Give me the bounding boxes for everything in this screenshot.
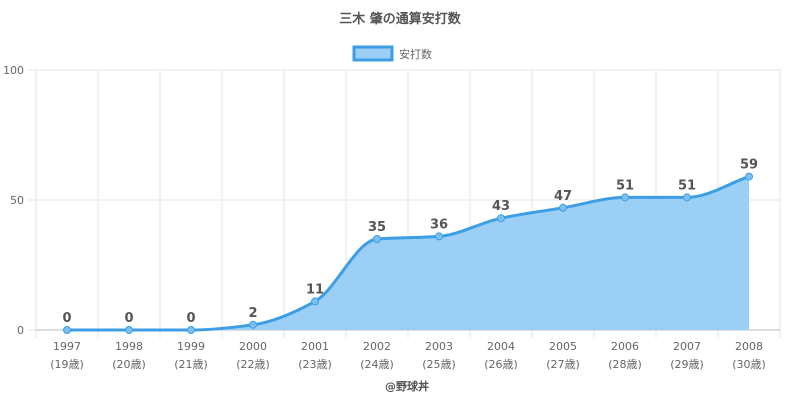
data-point[interactable] (125, 326, 133, 334)
data-label: 11 (306, 282, 324, 297)
x-tick-label: 1997 (53, 340, 81, 353)
data-point[interactable] (187, 326, 195, 334)
x-tick-age-label: (26歳) (484, 358, 518, 371)
legend-label: 安打数 (399, 47, 432, 61)
x-tick-age-label: (24歳) (360, 358, 394, 371)
data-label: 35 (368, 220, 386, 235)
x-tick-label: 2007 (673, 340, 701, 353)
legend[interactable]: 安打数 (352, 45, 432, 62)
data-point[interactable] (745, 172, 753, 181)
x-tick-label: 2005 (549, 340, 577, 353)
y-tick-label: 0 (17, 324, 24, 337)
data-label: 59 (740, 158, 758, 173)
data-label: 0 (62, 311, 71, 326)
data-label: 47 (554, 189, 572, 204)
data-label: 36 (430, 217, 448, 232)
x-tick-age-label: (25歳) (422, 358, 456, 371)
y-tick-label: 100 (3, 64, 24, 77)
data-point[interactable] (559, 203, 567, 212)
x-tick-age-label: (29歳) (670, 358, 704, 371)
data-point[interactable] (311, 297, 319, 306)
x-tick-age-label: (22歳) (236, 358, 270, 371)
series-layer (63, 172, 753, 334)
x-tick-label: 2001 (301, 340, 329, 353)
chart-title: 三木 肇の通算安打数 (339, 11, 462, 27)
x-tick-label: 2002 (363, 340, 391, 353)
series-area (67, 176, 749, 330)
x-tick-label: 1998 (115, 340, 143, 353)
credit-text: @野球丼 (385, 379, 429, 393)
data-point[interactable] (683, 193, 691, 202)
data-point[interactable] (435, 232, 443, 241)
x-tick-age-label: (30歳) (732, 358, 766, 371)
data-point[interactable] (373, 235, 381, 243)
data-point[interactable] (621, 193, 629, 202)
y-tick-label: 50 (10, 194, 24, 207)
x-axis: 1997 (19歳) 1998 (20歳) 1999 (21歳) 2000 (22歳) 2001… (50, 340, 766, 371)
x-tick-age-label: (20歳) (112, 358, 146, 371)
data-point[interactable] (497, 214, 505, 223)
data-label: 51 (678, 178, 696, 193)
x-tick-age-label: (27歳) (546, 358, 580, 371)
data-label: 51 (616, 178, 634, 193)
x-tick-age-label: (28歳) (608, 358, 642, 371)
x-tick-label: 2008 (735, 340, 763, 353)
data-label: 43 (492, 199, 510, 214)
x-tick-age-label: (19歳) (50, 358, 84, 371)
data-label: 0 (186, 311, 195, 326)
data-labels: 0 0 0 2 11 35 36 43 47 51 51 59 (62, 158, 758, 326)
x-tick-label: 1999 (177, 340, 205, 353)
x-tick-label: 2000 (239, 340, 267, 353)
x-tick-age-label: (23歳) (298, 358, 332, 371)
x-tick-label: 2003 (425, 340, 453, 353)
legend-swatch (352, 45, 394, 62)
data-point[interactable] (249, 320, 257, 329)
data-label: 0 (124, 311, 133, 326)
data-point[interactable] (63, 326, 71, 334)
x-tick-label: 2004 (487, 340, 515, 353)
x-tick-label: 2006 (611, 340, 639, 353)
y-axis: 0 50 100 (3, 64, 24, 337)
x-tick-age-label: (21歳) (174, 358, 208, 371)
data-label: 2 (248, 306, 257, 321)
